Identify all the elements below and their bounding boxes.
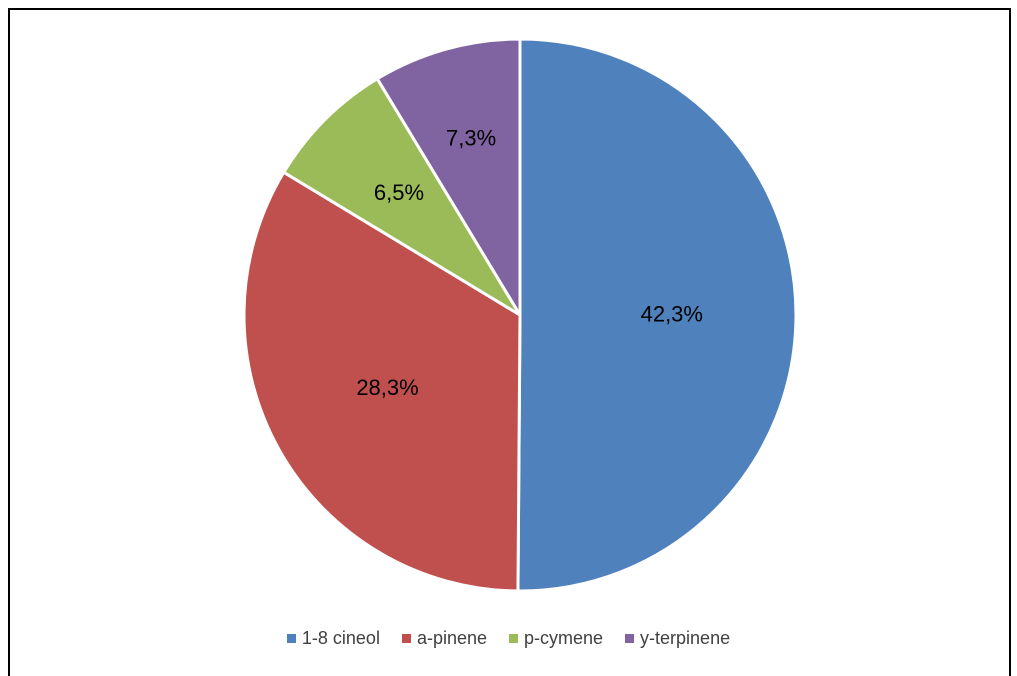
legend-item: a-pinene bbox=[401, 628, 487, 649]
legend-swatch bbox=[625, 634, 635, 643]
data-label: 42,3% bbox=[641, 301, 703, 326]
legend-label: y-terpinene bbox=[640, 628, 731, 648]
legend-item: y-terpinene bbox=[625, 628, 730, 649]
pie-slice-a-pinene bbox=[242, 170, 522, 593]
legend-swatch bbox=[509, 634, 518, 643]
pie-slice-y-terpinene bbox=[375, 37, 522, 321]
pie-slice-p-cymene bbox=[281, 76, 522, 317]
pie-slice-1-8-cineol bbox=[516, 37, 798, 593]
chart-legend: 1-8 cineol a-pinene p-cymene y-terpinene bbox=[0, 628, 1017, 649]
legend-label: a-pinene bbox=[416, 628, 487, 648]
data-label: 6,5% bbox=[374, 180, 424, 205]
legend-label: 1-8 cineol bbox=[301, 628, 380, 648]
legend-swatch bbox=[401, 634, 411, 643]
data-label: 7,3% bbox=[446, 125, 496, 150]
data-label: 28,3% bbox=[356, 375, 418, 400]
legend-swatch bbox=[286, 634, 296, 643]
legend-item: p-cymene bbox=[509, 628, 603, 649]
legend-item: 1-8 cineol bbox=[286, 628, 380, 649]
legend-label: p-cymene bbox=[524, 628, 604, 648]
